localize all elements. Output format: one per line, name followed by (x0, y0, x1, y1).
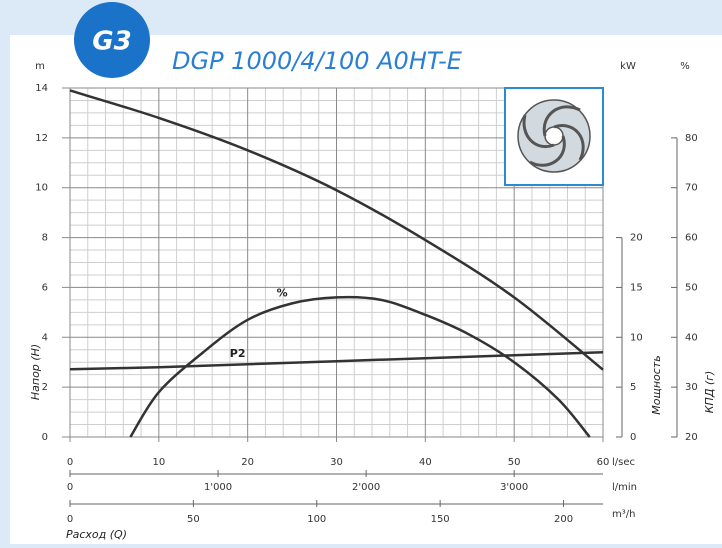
x-axis-title: Расход (Q) (66, 528, 127, 541)
x-tick-label: 0 (67, 482, 73, 493)
curve-label: P2 (230, 347, 246, 360)
x-tick-label: 2'000 (352, 482, 380, 493)
y-tick-label: 10 (35, 183, 48, 194)
y-unit: m (35, 61, 45, 72)
badge-text: G3 (92, 27, 131, 57)
curve (69, 350, 604, 371)
impeller-icon (504, 87, 604, 186)
y-tick-label: 0 (630, 432, 636, 443)
badge-circle (74, 2, 150, 78)
x-tick-label: 1'000 (204, 482, 232, 493)
x-tick-label: 40 (419, 457, 432, 468)
y-axis-title: Напор (H) (29, 344, 42, 400)
x-tick-label: 3'000 (500, 482, 528, 493)
curve (129, 295, 591, 438)
x3-unit: m³/h (612, 509, 635, 520)
y3-axis-title: КПД (г) (703, 371, 716, 414)
y-tick-label: 8 (42, 233, 48, 244)
y2-unit: kW (620, 61, 636, 72)
y-tick-label: 12 (35, 133, 48, 144)
plot-frame (69, 87, 604, 438)
y-tick-label: 60 (685, 233, 698, 244)
x2-unit: l/min (612, 482, 637, 493)
x-tick-label: 50 (508, 457, 521, 468)
icon-vanes (522, 105, 585, 167)
x-tick-label: 60 (597, 457, 610, 468)
y-tick-label: 40 (685, 332, 698, 343)
curve-label: % (277, 286, 288, 299)
x-tick-label: 0 (67, 457, 73, 468)
chart-title: DGP 1000/4/100 A0HT-E (172, 47, 463, 75)
y-tick-label: 70 (685, 183, 698, 194)
x-tick-label: 200 (554, 514, 573, 525)
x-unit: l/sec (612, 457, 635, 468)
y-tick-label: 20 (630, 233, 643, 244)
y2-axis-title: Мощность (650, 355, 663, 414)
y-tick-label: 14 (35, 83, 48, 94)
y-tick-label: 10 (630, 332, 643, 343)
y-tick-label: 6 (42, 282, 48, 293)
y3-unit: % (680, 61, 690, 72)
x-tick-label: 20 (241, 457, 254, 468)
y-tick-label: 15 (630, 282, 643, 293)
y-tick-label: 50 (685, 282, 698, 293)
x-tick-label: 100 (307, 514, 326, 525)
x-tick-label: 30 (330, 457, 343, 468)
x-tick-label: 50 (187, 514, 200, 525)
curve (69, 89, 604, 371)
y-tick-label: 0 (42, 432, 48, 443)
plot: % P2 (69, 89, 604, 438)
y-tick-label: 20 (685, 432, 698, 443)
y-tick-label: 80 (685, 133, 698, 144)
icon-hub (544, 126, 564, 146)
y-tick-label: 30 (685, 382, 698, 393)
x-tick-label: 0 (67, 514, 73, 525)
y-tick-label: 2 (42, 382, 48, 393)
y-tick-label: 4 (42, 332, 48, 343)
y-tick-label: 5 (630, 382, 636, 393)
x-tick-label: 10 (152, 457, 165, 468)
x-tick-label: 150 (431, 514, 450, 525)
